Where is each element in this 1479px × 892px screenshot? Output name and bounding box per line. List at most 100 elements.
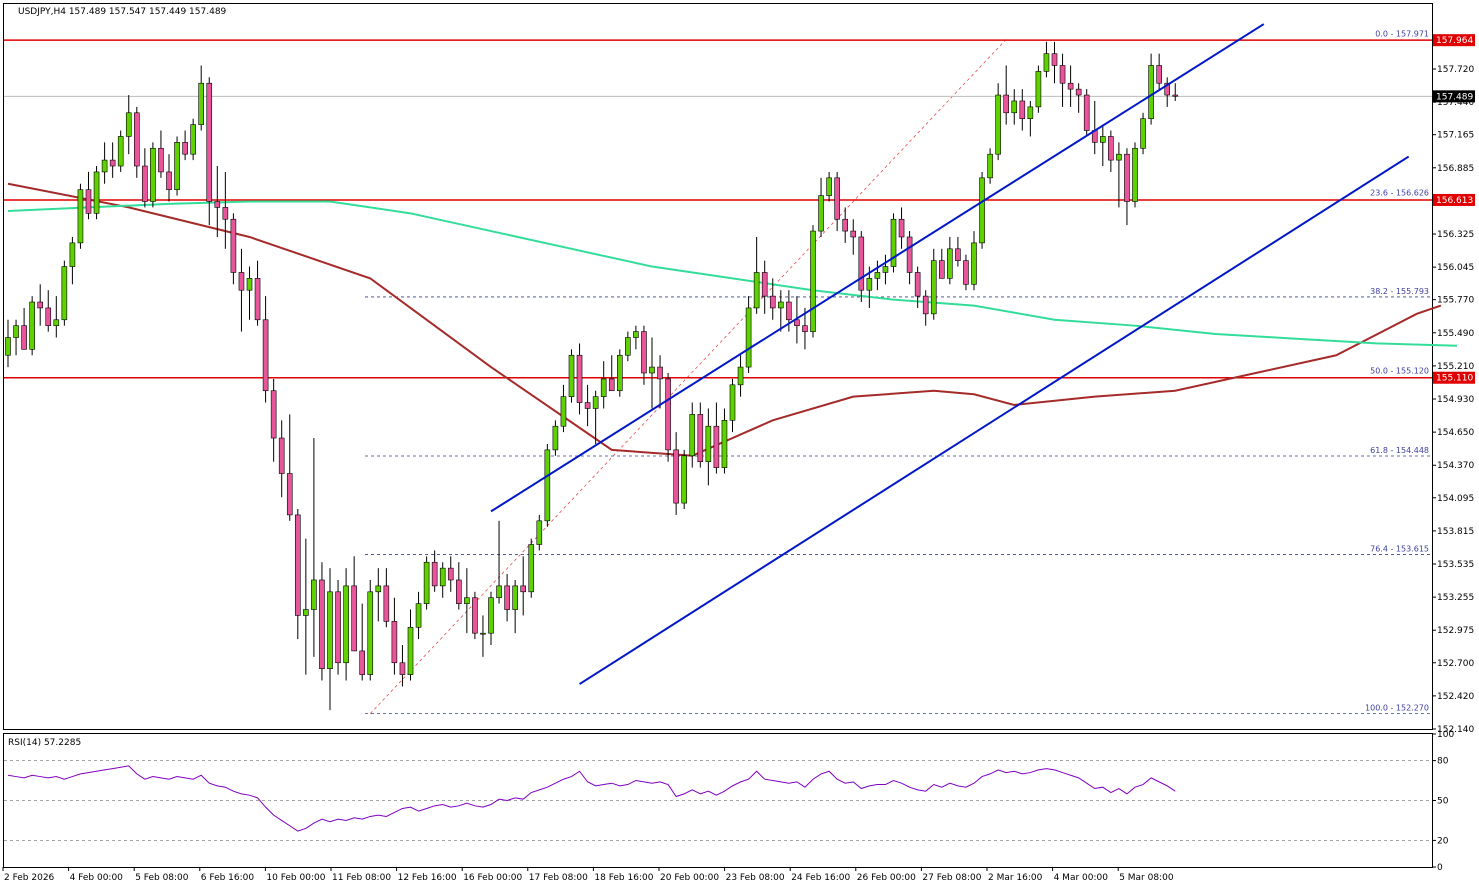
bear-candle-body	[1003, 94, 1010, 114]
rsi-indicator	[4, 760, 1432, 841]
candle	[576, 343, 583, 415]
time-tick-label: 24 Feb 16:00	[791, 873, 850, 883]
candle	[407, 609, 414, 681]
candle	[745, 296, 752, 373]
bull-candle-body	[633, 331, 639, 338]
price-tick-label: 157.165	[1437, 131, 1474, 141]
bull-candle-body	[1035, 71, 1042, 108]
candle	[439, 562, 446, 598]
bear-candle-body	[254, 278, 261, 321]
candle	[158, 130, 164, 178]
candle	[568, 349, 575, 403]
bull-candle-body	[681, 455, 688, 504]
bear-candle-body	[335, 591, 341, 664]
candle	[890, 213, 897, 273]
candle	[125, 95, 132, 155]
candle	[1003, 65, 1010, 125]
bull-candle-body	[5, 337, 11, 356]
bear-candle-body	[134, 112, 140, 167]
rsi-tick-label: 50	[1437, 797, 1449, 807]
bull-candle-body	[480, 632, 486, 635]
price-axis: 157.720157.440157.165156.885156.605156.3…	[1432, 65, 1474, 735]
bull-candle-body	[53, 319, 60, 326]
bear-candle-body	[1059, 65, 1066, 84]
candle	[222, 171, 229, 249]
bear-candle-body	[1156, 65, 1162, 84]
candle	[963, 254, 969, 291]
candles	[5, 41, 1179, 711]
rsi-tick-label: 20	[1437, 836, 1449, 846]
candle	[761, 260, 768, 314]
price-tag-label: 157.964	[1436, 36, 1473, 46]
candle	[777, 290, 784, 332]
bear-candle-body	[158, 147, 164, 173]
candle	[737, 355, 744, 397]
fib-label: 23.6 - 156.626	[1370, 188, 1429, 197]
bull-candle-body	[190, 124, 196, 155]
candle	[713, 402, 720, 474]
bull-candle-body	[874, 272, 881, 279]
bear-candle-body	[769, 295, 776, 309]
candle	[150, 142, 156, 208]
bear-candle-body	[914, 272, 921, 297]
bear-candle-body	[1172, 94, 1179, 97]
candle	[536, 514, 543, 551]
bear-candle-body	[898, 218, 905, 238]
bull-candle-body	[930, 260, 937, 315]
bear-candle-body	[608, 378, 615, 392]
candle	[705, 408, 712, 486]
candle	[753, 236, 760, 314]
bear-candle-body	[472, 597, 478, 634]
trend-channel	[490, 23, 1410, 685]
bull-candle-body	[367, 591, 374, 675]
bull-candle-body	[866, 278, 873, 291]
price-tick-label: 152.420	[1437, 692, 1474, 702]
candle	[399, 645, 406, 687]
bull-candle-body	[1140, 118, 1146, 149]
candle	[971, 231, 977, 291]
bull-candle-body	[826, 177, 832, 196]
bear-candle-body	[906, 236, 913, 273]
bear-candle-body	[206, 82, 213, 202]
bear-candle-body	[1108, 136, 1114, 161]
candle	[504, 574, 510, 622]
bear-candle-body	[1051, 53, 1058, 66]
candle	[874, 260, 881, 291]
candle	[1011, 89, 1018, 125]
candle	[423, 556, 430, 610]
bear-candle-body	[850, 230, 857, 238]
bear-candle-body	[85, 189, 92, 214]
candle	[552, 420, 559, 456]
candle	[898, 207, 905, 249]
bull-candle-body	[1116, 153, 1122, 161]
bear-candle-body	[576, 354, 583, 403]
bull-candle-body	[69, 242, 76, 267]
price-panel-frame	[3, 3, 1433, 730]
candle	[262, 296, 269, 403]
candle	[464, 568, 470, 634]
bear-candle-body	[1067, 82, 1074, 90]
bear-candle-body	[657, 366, 663, 380]
time-tick-label: 20 Feb 00:00	[660, 873, 719, 883]
candle	[608, 355, 615, 392]
candle	[1043, 41, 1050, 78]
bull-candle-body	[745, 307, 752, 368]
bear-candle-body	[399, 662, 406, 675]
candle	[53, 296, 60, 338]
candle	[922, 290, 929, 326]
bear-candle-body	[230, 218, 237, 273]
candle	[987, 148, 993, 184]
candle	[1051, 41, 1058, 84]
candle	[520, 556, 527, 616]
bull-candle-body	[560, 396, 567, 427]
candle	[1116, 142, 1122, 208]
candle	[335, 579, 341, 675]
bear-candle-body	[383, 585, 390, 622]
price-tag-box	[1433, 371, 1475, 384]
bull-candle-body	[117, 136, 124, 167]
candle	[681, 449, 688, 510]
rsi-tick-label: 0	[1437, 863, 1443, 873]
candle	[769, 278, 776, 320]
candle	[1067, 65, 1074, 107]
